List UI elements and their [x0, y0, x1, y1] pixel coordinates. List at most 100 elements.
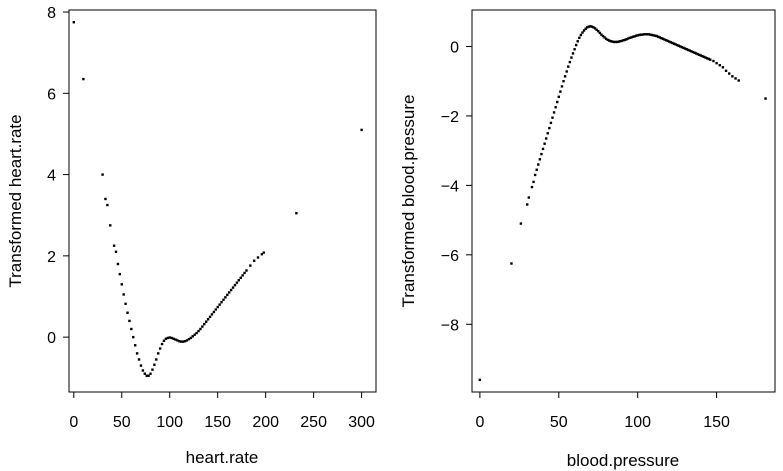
blood-pressure-point [671, 41, 674, 45]
blood-pressure-point [595, 28, 598, 31]
blood-pressure-point [709, 58, 712, 61]
blood-pressure-point [571, 52, 575, 55]
heart-rate-x-tick-label: 200 [252, 414, 279, 431]
heart-rate-y-tick-label: 2 [47, 249, 56, 266]
blood-pressure-point [510, 262, 513, 265]
blood-pressure-point [630, 36, 633, 39]
heart-rate-point [172, 337, 175, 340]
heart-rate-x-axis: 0 50 100 150 200 250 300 [69, 391, 375, 431]
heart-rate-point [135, 352, 139, 355]
blood-pressure-point [559, 90, 562, 93]
blood-pressure-point [685, 48, 688, 51]
blood-pressure-point [698, 53, 701, 56]
heart-rate-point [197, 329, 200, 333]
blood-pressure-y-tick-label: −2 [441, 109, 459, 126]
blood-pressure-point [702, 55, 706, 59]
blood-pressure-point [615, 40, 619, 44]
heart-rate-x-tick-label: 50 [113, 414, 131, 431]
blood-pressure-point [574, 43, 578, 47]
heart-rate-point [204, 320, 208, 323]
blood-pressure-point [587, 25, 590, 28]
blood-pressure-point [530, 185, 534, 189]
heart-rate-point [130, 327, 133, 331]
blood-pressure-point [644, 33, 647, 36]
blood-pressure-point [653, 34, 657, 37]
heart-rate-point [183, 340, 187, 343]
blood-pressure-point [556, 100, 559, 104]
heart-rate-point [104, 197, 107, 201]
blood-pressure-x-tick-label: 50 [550, 414, 568, 431]
blood-pressure-point [715, 61, 718, 65]
blood-pressure-point [682, 46, 685, 50]
heart-rate-point [122, 293, 125, 296]
blood-pressure-point [540, 152, 543, 156]
blood-pressure-point [551, 116, 554, 119]
heart-rate-point [128, 319, 131, 323]
blood-pressure-point [519, 222, 523, 225]
blood-pressure-point [672, 42, 676, 45]
heart-rate-point [160, 342, 164, 346]
blood-pressure-point [579, 33, 583, 37]
blood-pressure-point [611, 40, 614, 43]
heart-rate-point [137, 358, 141, 361]
blood-pressure-panel: 0 50 100 150 −8 −6 −4 −2 0 blood.pressure Trans… [399, 9, 776, 470]
blood-pressure-plot-frame [471, 9, 776, 393]
blood-pressure-point [609, 40, 613, 43]
blood-pressure-point [620, 39, 624, 43]
blood-pressure-point [565, 70, 568, 73]
heart-rate-y-axis-title: Transformed heart.rate [6, 114, 25, 287]
blood-pressure-point [617, 40, 620, 43]
blood-pressure-point [634, 34, 638, 37]
blood-pressure-point [584, 27, 587, 30]
blood-pressure-point [527, 196, 531, 199]
blood-pressure-point [567, 65, 570, 68]
blood-pressure-point [538, 158, 542, 161]
heart-rate-point [243, 271, 246, 275]
blood-pressure-point [645, 33, 649, 36]
blood-pressure-point [562, 79, 565, 83]
heart-rate-point [147, 374, 150, 377]
heart-rate-point [210, 313, 214, 316]
blood-pressure-point [694, 52, 698, 55]
blood-pressure-point [592, 26, 595, 29]
blood-pressure-point [699, 54, 703, 57]
heart-rate-point [199, 327, 202, 331]
heart-rate-point [212, 310, 216, 314]
heart-rate-point [262, 251, 265, 254]
blood-pressure-point [633, 35, 636, 38]
blood-pressure-point [578, 36, 581, 39]
heart-rate-point [245, 269, 248, 272]
blood-pressure-y-tick-label: −8 [441, 317, 459, 334]
blood-pressure-point [693, 51, 696, 54]
heart-rate-point [139, 364, 143, 367]
heart-rate-point [201, 325, 204, 328]
blood-pressure-point [625, 37, 628, 41]
heart-rate-point [168, 336, 171, 339]
heart-rate-point [208, 315, 212, 319]
blood-pressure-point [658, 36, 661, 39]
heart-rate-point [220, 300, 223, 304]
heart-rate-point [158, 347, 162, 350]
blood-pressure-point [563, 75, 567, 78]
blood-pressure-point [576, 40, 579, 43]
heart-rate-point [241, 274, 244, 277]
heart-rate-point [141, 369, 145, 372]
heart-rate-point [191, 335, 194, 338]
blood-pressure-point [661, 37, 665, 41]
blood-pressure-point [680, 45, 684, 49]
blood-pressure-x-tick-label: 100 [624, 414, 651, 431]
blood-pressure-point [647, 33, 650, 36]
blood-pressure-point [737, 79, 740, 82]
blood-pressure-point [590, 25, 594, 28]
heart-rate-point [149, 372, 152, 375]
blood-pressure-point [701, 54, 704, 58]
blood-pressure-x-axis-title: blood.pressure [567, 451, 679, 470]
blood-pressure-point [544, 137, 548, 140]
blood-pressure-point [731, 75, 734, 78]
heart-rate-point [153, 363, 156, 366]
blood-pressure-points [478, 25, 767, 382]
heart-rate-point [157, 352, 160, 355]
heart-rate-point [151, 368, 154, 371]
blood-pressure-point [619, 40, 622, 43]
blood-pressure-point [650, 33, 654, 37]
